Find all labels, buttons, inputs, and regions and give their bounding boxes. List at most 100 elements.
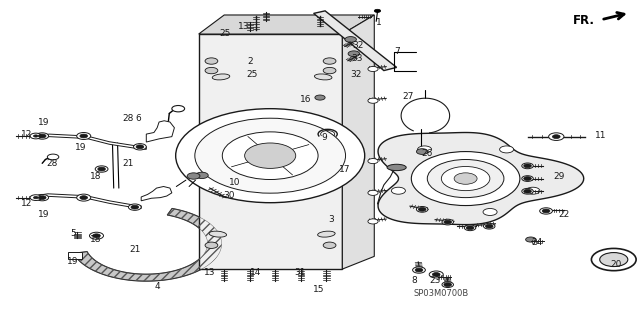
Circle shape — [187, 173, 200, 179]
Text: 20: 20 — [610, 260, 621, 270]
Text: 15: 15 — [313, 285, 324, 294]
Circle shape — [483, 223, 495, 229]
Circle shape — [205, 58, 218, 64]
Circle shape — [417, 149, 428, 154]
Circle shape — [524, 177, 531, 181]
Polygon shape — [378, 132, 584, 225]
Circle shape — [428, 160, 504, 197]
Text: 14: 14 — [250, 268, 262, 278]
Polygon shape — [141, 187, 172, 201]
Text: 1: 1 — [376, 19, 381, 27]
Text: 22: 22 — [558, 210, 570, 219]
Circle shape — [129, 204, 141, 210]
Circle shape — [524, 164, 531, 168]
Circle shape — [175, 109, 365, 203]
Text: 27: 27 — [403, 92, 414, 101]
Ellipse shape — [212, 74, 230, 80]
Text: 10: 10 — [228, 178, 240, 187]
Circle shape — [591, 249, 636, 271]
Circle shape — [442, 282, 454, 287]
Polygon shape — [68, 252, 83, 259]
Circle shape — [548, 133, 564, 140]
Circle shape — [95, 166, 108, 172]
Circle shape — [93, 234, 100, 238]
Circle shape — [522, 176, 533, 182]
Text: SP03M0700B: SP03M0700B — [413, 289, 469, 298]
Circle shape — [522, 163, 533, 169]
Circle shape — [444, 283, 452, 286]
Polygon shape — [314, 11, 397, 70]
Circle shape — [131, 205, 139, 209]
Polygon shape — [342, 15, 374, 269]
Circle shape — [323, 67, 336, 74]
Circle shape — [419, 207, 426, 211]
Polygon shape — [74, 208, 221, 281]
Text: 21: 21 — [129, 245, 141, 254]
Circle shape — [454, 173, 477, 184]
Circle shape — [444, 220, 452, 224]
Text: 12: 12 — [20, 130, 32, 138]
Circle shape — [374, 9, 381, 12]
Text: 5: 5 — [70, 229, 76, 238]
Ellipse shape — [387, 164, 406, 171]
Polygon shape — [39, 194, 141, 208]
Circle shape — [77, 132, 91, 139]
Circle shape — [205, 67, 218, 74]
Circle shape — [315, 95, 325, 100]
Text: 19: 19 — [76, 143, 87, 152]
Circle shape — [323, 242, 336, 249]
Circle shape — [36, 133, 49, 139]
Circle shape — [244, 143, 296, 168]
Text: 31: 31 — [294, 268, 305, 278]
Text: 28: 28 — [123, 114, 134, 123]
Polygon shape — [147, 121, 174, 142]
Text: 4: 4 — [154, 282, 160, 291]
Circle shape — [368, 66, 378, 71]
Circle shape — [500, 146, 514, 153]
Text: 18: 18 — [90, 172, 101, 181]
Text: 29: 29 — [554, 172, 565, 181]
Circle shape — [429, 271, 444, 278]
Text: 11: 11 — [595, 131, 607, 140]
Circle shape — [47, 154, 59, 160]
Text: FR.: FR. — [573, 14, 595, 27]
Circle shape — [368, 190, 378, 196]
Circle shape — [412, 152, 520, 205]
Circle shape — [205, 242, 218, 249]
Text: 16: 16 — [300, 95, 312, 104]
Text: 2: 2 — [247, 56, 253, 65]
Text: 18: 18 — [90, 235, 101, 244]
Circle shape — [522, 189, 533, 194]
Ellipse shape — [314, 74, 332, 80]
Circle shape — [195, 118, 346, 193]
Circle shape — [526, 187, 540, 194]
Ellipse shape — [209, 231, 227, 237]
Circle shape — [540, 208, 552, 214]
Circle shape — [525, 237, 536, 242]
Circle shape — [368, 159, 378, 164]
Circle shape — [433, 272, 440, 276]
Circle shape — [136, 145, 144, 149]
Text: 28: 28 — [46, 159, 58, 168]
Circle shape — [80, 134, 88, 138]
Circle shape — [38, 134, 46, 138]
Circle shape — [172, 106, 184, 112]
Text: 30: 30 — [223, 190, 234, 200]
Circle shape — [323, 58, 336, 64]
Circle shape — [442, 219, 454, 225]
Circle shape — [413, 267, 426, 273]
Circle shape — [90, 232, 104, 239]
Circle shape — [77, 194, 91, 201]
Circle shape — [442, 167, 490, 191]
Circle shape — [415, 268, 423, 272]
Circle shape — [524, 189, 531, 193]
Text: 24: 24 — [531, 238, 543, 247]
Text: 26: 26 — [422, 149, 433, 158]
Circle shape — [552, 135, 560, 138]
Circle shape — [368, 219, 378, 224]
Text: 7: 7 — [394, 47, 399, 56]
Text: 17: 17 — [339, 165, 350, 174]
Circle shape — [33, 135, 38, 137]
Circle shape — [222, 132, 318, 180]
Circle shape — [348, 51, 360, 56]
